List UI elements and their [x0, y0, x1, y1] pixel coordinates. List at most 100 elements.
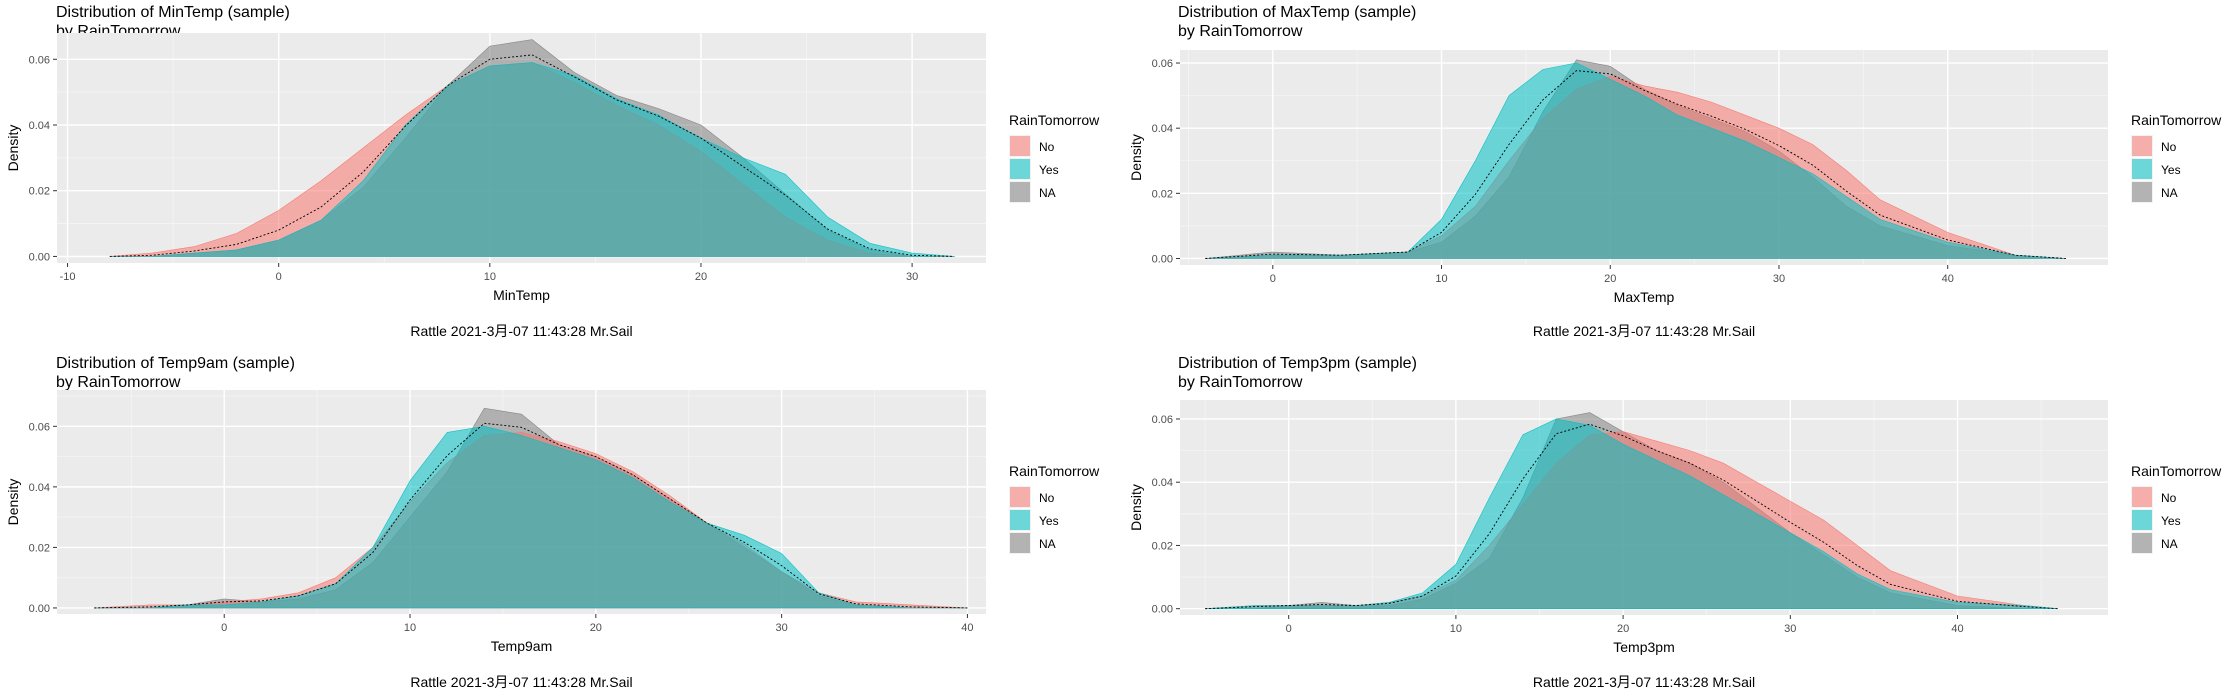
legend-title: RainTomorrow: [2131, 463, 2222, 479]
legend-title: RainTomorrow: [1009, 463, 1100, 479]
x-tick-label: 40: [1942, 273, 1954, 285]
y-axis-label: Density: [5, 479, 21, 526]
legend-title: RainTomorrow: [2131, 112, 2222, 128]
y-tick-label: 0.02: [29, 186, 50, 198]
y-axis-label: Density: [1128, 484, 1144, 531]
legend-label-yes: Yes: [2161, 514, 2181, 528]
chart-caption: Rattle 2021-3月-07 11:43:28 Mr.Sail: [1533, 674, 1755, 690]
overall-density-line: [1205, 423, 2058, 610]
legend-label-na: NA: [2161, 186, 2178, 200]
legend-swatch-na: [1010, 182, 1030, 202]
y-tick-label: 0.04: [29, 120, 50, 132]
x-tick-label: 20: [1604, 273, 1616, 285]
legend-label-no: No: [1039, 491, 1055, 505]
legend-swatch-yes: [2132, 510, 2152, 530]
x-tick-label: 20: [1617, 623, 1629, 635]
y-tick-label: 0.06: [1152, 58, 1173, 70]
x-tick-label: 40: [1951, 623, 1963, 635]
chart-panel-2: Distribution of MaxTemp (sample) by RainT…: [1128, 4, 2222, 339]
chart-caption: Rattle 2021-3月-07 11:43:28 Mr.Sail: [1533, 323, 1755, 339]
density-area-yes: [1205, 62, 2066, 259]
x-tick-label: 30: [1784, 623, 1796, 635]
y-tick-label: 0.00: [29, 251, 50, 263]
x-tick-label: 20: [590, 622, 602, 634]
x-axis-label: MaxTemp: [1614, 289, 1675, 305]
x-tick-label: 10: [1450, 623, 1462, 635]
x-tick-label: 20: [695, 271, 707, 283]
legend-label-yes: Yes: [2161, 163, 2181, 177]
chart-title: Distribution of MinTemp (sample): [56, 4, 290, 21]
chart-title: Distribution of Temp9am (sample): [56, 355, 295, 372]
legend-swatch-yes: [1010, 510, 1030, 530]
legend-label-no: No: [2161, 491, 2177, 505]
legend-swatch-na: [2132, 182, 2152, 202]
overall-density-line: [1205, 70, 2066, 259]
density-area-yes: [1205, 418, 2058, 609]
x-tick-label: -10: [60, 271, 76, 283]
legend-label-yes: Yes: [1039, 163, 1059, 177]
x-tick-label: 0: [1286, 623, 1292, 635]
x-tick-label: 0: [221, 622, 227, 634]
legend-label-yes: Yes: [1039, 514, 1059, 528]
y-axis-label: Density: [5, 125, 21, 172]
density-area-yes: [109, 62, 955, 257]
chart-caption: Rattle 2021-3月-07 11:43:28 Mr.Sail: [410, 323, 632, 339]
chart-panel-1: Distribution of MinTemp (sample)by RainT…: [5, 4, 1100, 339]
overall-density-line: [109, 54, 955, 257]
y-tick-label: 0.00: [29, 603, 50, 615]
legend-label-na: NA: [2161, 537, 2178, 551]
x-tick-label: 10: [484, 271, 496, 283]
chart-panel-4: Distribution of Temp3pm (sample) by RainT…: [1128, 355, 2222, 690]
x-tick-label: 30: [775, 622, 787, 634]
chart-subtitle: by RainTomorrow: [1178, 374, 1303, 391]
y-tick-label: 0.04: [29, 482, 50, 494]
x-axis-label: Temp3pm: [1613, 639, 1674, 655]
x-tick-label: 0: [276, 271, 282, 283]
legend: RainTomorrow No Yes NA: [1009, 112, 1100, 203]
x-axis-label: Temp9am: [491, 638, 552, 654]
x-tick-label: 30: [1773, 273, 1785, 285]
chart-title: Distribution of MaxTemp (sample): [1178, 4, 1416, 21]
y-tick-label: 0.06: [29, 54, 50, 66]
legend-swatch-no: [2132, 136, 2152, 156]
legend-label-na: NA: [1039, 537, 1056, 551]
legend-title: RainTomorrow: [1009, 112, 1100, 128]
legend-swatch-no: [1010, 487, 1030, 507]
legend: RainTomorrow No Yes NA: [1009, 463, 1100, 554]
y-tick-label: 0.06: [1152, 414, 1173, 426]
x-axis-label: MinTemp: [493, 287, 550, 303]
overall-density-line: [94, 422, 968, 609]
y-tick-label: 0.04: [1152, 123, 1173, 135]
x-tick-label: 10: [1435, 273, 1447, 285]
chart-title: Distribution of Temp3pm (sample): [1178, 355, 1417, 372]
legend-swatch-na: [1010, 533, 1030, 553]
y-tick-label: 0.02: [1152, 540, 1173, 552]
legend-label-no: No: [1039, 140, 1055, 154]
legend-swatch-yes: [1010, 159, 1030, 179]
legend-swatch-yes: [2132, 159, 2152, 179]
y-tick-label: 0.02: [29, 542, 50, 554]
chart-caption: Rattle 2021-3月-07 11:43:28 Mr.Sail: [410, 674, 632, 690]
legend-label-na: NA: [1039, 186, 1056, 200]
x-tick-label: 0: [1270, 273, 1276, 285]
y-axis-label: Density: [1128, 134, 1144, 181]
y-tick-label: 0.04: [1152, 477, 1173, 489]
y-tick-label: 0.02: [1152, 188, 1173, 200]
chart-subtitle: by RainTomorrow: [56, 374, 181, 391]
legend-swatch-na: [2132, 533, 2152, 553]
legend: RainTomorrow No Yes NA: [2131, 463, 2222, 554]
y-tick-label: 0.00: [1152, 253, 1173, 265]
legend: RainTomorrow No Yes NA: [2131, 112, 2222, 203]
legend-swatch-no: [1010, 136, 1030, 156]
y-tick-label: 0.06: [29, 421, 50, 433]
x-tick-label: 30: [906, 271, 918, 283]
legend-label-no: No: [2161, 140, 2177, 154]
x-tick-label: 40: [961, 622, 973, 634]
chart-subtitle: by RainTomorrow: [1178, 23, 1303, 40]
chart-panel-3: Distribution of Temp9am (sample) by RainT…: [5, 355, 1100, 690]
x-tick-label: 10: [404, 622, 416, 634]
density-area-yes: [94, 425, 968, 609]
legend-swatch-no: [2132, 487, 2152, 507]
y-tick-label: 0.00: [1152, 604, 1173, 616]
